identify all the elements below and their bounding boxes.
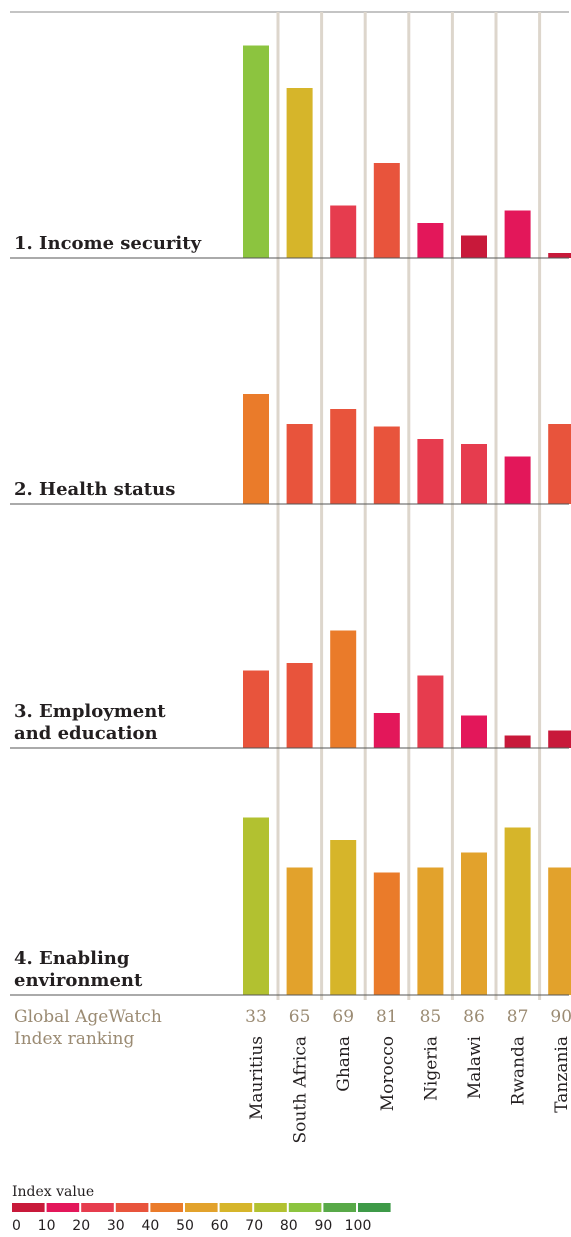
bar-2-south-africa <box>286 424 313 504</box>
legend-swatch <box>288 1203 322 1212</box>
bar-1-mauritius <box>243 45 269 258</box>
bar-3-ghana <box>330 630 357 748</box>
legend-swatch <box>323 1203 356 1212</box>
bar-1-rwanda <box>504 210 531 258</box>
legend-tick-label: 30 <box>107 1218 125 1234</box>
legend-tick-label: 10 <box>38 1218 56 1234</box>
ranking-value: 85 <box>420 1007 442 1027</box>
bar-4-nigeria <box>417 867 444 995</box>
bar-2-tanzania <box>548 424 571 504</box>
bar-1-nigeria <box>417 223 444 258</box>
legend-tick-label: 70 <box>245 1218 263 1234</box>
ranking-value: 33 <box>245 1007 267 1027</box>
legend-swatch <box>185 1203 218 1212</box>
bar-4-south-africa <box>286 867 313 995</box>
x-tick-label: Mauritius <box>247 1036 267 1120</box>
bar-2-mauritius <box>243 394 269 504</box>
bar-2-morocco <box>373 426 400 504</box>
bar-3-nigeria <box>417 675 444 748</box>
legend-swatch <box>115 1203 149 1212</box>
x-tick-label: Rwanda <box>509 1036 529 1105</box>
bar-1-tanzania <box>548 253 571 258</box>
legend-swatch <box>358 1203 391 1212</box>
bar-4-malawi <box>461 852 487 995</box>
legend-swatch <box>12 1203 45 1212</box>
bar-3-south-africa <box>286 663 313 748</box>
bar-2-ghana <box>330 409 357 504</box>
bar-4-tanzania <box>548 867 571 995</box>
panel-title: environment <box>14 970 143 991</box>
panel-title: 4. Enabling <box>14 948 130 969</box>
legend-swatch <box>46 1203 80 1212</box>
bar-2-malawi <box>461 444 487 504</box>
bar-3-malawi <box>461 715 487 748</box>
bar-3-mauritius <box>243 670 269 748</box>
bar-3-tanzania <box>548 730 571 748</box>
x-tick-label: Morocco <box>378 1036 398 1111</box>
bar-3-morocco <box>373 713 400 748</box>
bar-4-rwanda <box>504 827 531 995</box>
legend-tick-label: 90 <box>314 1218 332 1234</box>
bar-4-ghana <box>330 840 357 995</box>
legend-tick-label: 0 <box>12 1218 21 1234</box>
legend-tick-label: 40 <box>141 1218 159 1234</box>
x-tick-label: Nigeria <box>421 1036 441 1101</box>
bar-4-mauritius <box>243 817 269 995</box>
legend-tick-label: 60 <box>211 1218 229 1234</box>
legend-tick-label: 80 <box>280 1218 298 1234</box>
x-tick-label: South Africa <box>291 1036 311 1144</box>
x-tick-label: Malawi <box>465 1035 485 1099</box>
ranking-value: 86 <box>463 1007 485 1027</box>
panel-title: 2. Health status <box>14 479 175 500</box>
legend-tick-label: 100 <box>345 1218 372 1234</box>
legend-swatch <box>219 1203 253 1212</box>
x-tick-label: Ghana <box>334 1036 354 1092</box>
ranking-value: 90 <box>550 1007 571 1027</box>
legend-swatch <box>81 1203 114 1212</box>
bar-1-malawi <box>461 235 487 258</box>
ranking-label: Global AgeWatch <box>14 1007 162 1027</box>
panel-title: 1. Income security <box>14 233 202 254</box>
x-tick-label: Tanzania <box>552 1036 571 1113</box>
legend-swatch <box>254 1203 287 1212</box>
ranking-value: 69 <box>332 1007 354 1027</box>
ranking-value: 65 <box>289 1007 311 1027</box>
bar-1-ghana <box>330 205 357 258</box>
legend-swatch <box>150 1203 183 1212</box>
bar-2-nigeria <box>417 439 444 504</box>
bar-1-morocco <box>373 163 400 258</box>
bar-1-south-africa <box>286 88 313 258</box>
bar-4-morocco <box>373 872 400 995</box>
bar-2-rwanda <box>504 456 531 504</box>
legend-title: Index value <box>12 1184 94 1200</box>
legend-tick-label: 50 <box>176 1218 194 1234</box>
legend-tick-label: 20 <box>72 1218 90 1234</box>
bar-3-rwanda <box>504 735 531 748</box>
panel-title: and education <box>14 723 158 744</box>
ranking-label: Index ranking <box>14 1029 134 1049</box>
ranking-value: 81 <box>376 1007 398 1027</box>
panel-title: 3. Employment <box>14 701 166 722</box>
ranking-value: 87 <box>507 1007 529 1027</box>
